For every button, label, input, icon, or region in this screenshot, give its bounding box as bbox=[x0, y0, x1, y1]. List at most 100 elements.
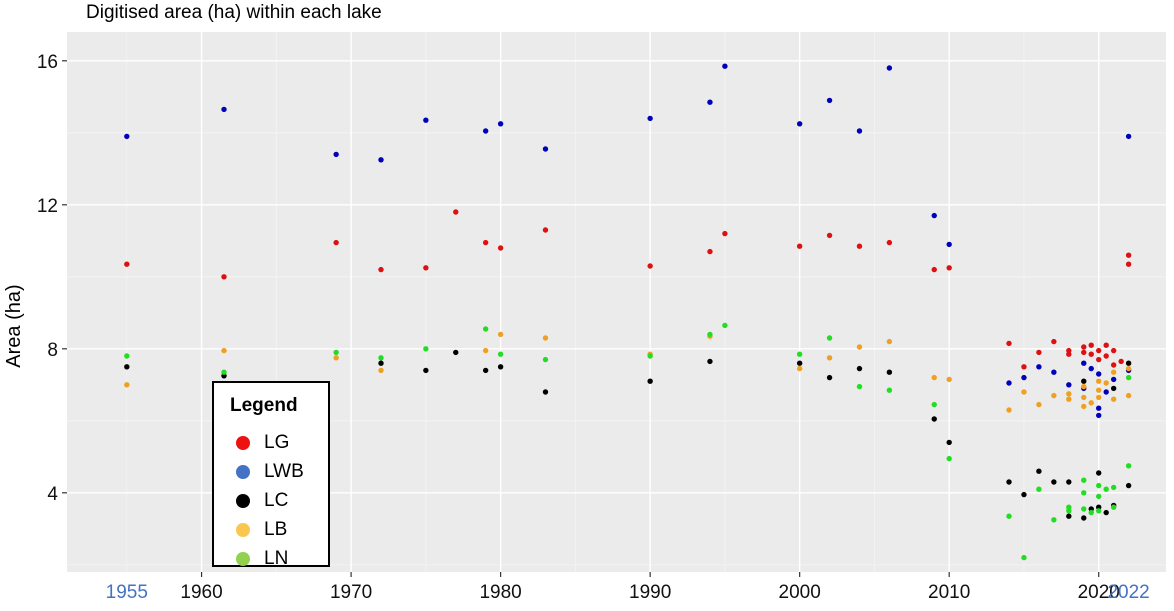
legend-label-lg: LG bbox=[264, 432, 290, 453]
legend-marker-lwb bbox=[236, 465, 250, 479]
x-highlight-tick-label: 2022 bbox=[1107, 582, 1149, 603]
data-point-ln bbox=[931, 401, 937, 408]
y-tick-label: 12 bbox=[37, 196, 58, 217]
data-point-lg bbox=[1081, 344, 1087, 350]
data-point-ln bbox=[1125, 374, 1132, 381]
data-point-lwb bbox=[647, 115, 653, 122]
data-point-lb bbox=[482, 347, 489, 354]
data-point-ln bbox=[1006, 513, 1012, 519]
legend-marker-ln bbox=[236, 552, 250, 566]
data-point-lc bbox=[1081, 515, 1087, 521]
data-point-lb bbox=[497, 331, 504, 338]
data-point-lc bbox=[826, 374, 833, 381]
data-point-lg bbox=[1110, 347, 1117, 354]
data-point-ln bbox=[1088, 509, 1094, 516]
data-point-lwb bbox=[497, 121, 504, 127]
data-point-lwb bbox=[1066, 382, 1072, 388]
data-point-ln bbox=[333, 349, 339, 356]
series-lg bbox=[124, 209, 1132, 370]
data-point-ln bbox=[856, 383, 863, 390]
x-tick-label: 2000 bbox=[779, 582, 821, 603]
data-point-lwb bbox=[1088, 365, 1094, 372]
axis-ticks: 1960 1970 1980 1990 2000 2010 2020 1955 2022 4 8 12… bbox=[37, 52, 1150, 603]
legend-item-ln: LN bbox=[236, 545, 288, 573]
legend-label-lc: LC bbox=[264, 490, 289, 511]
legend-item-lwb: LWB bbox=[236, 458, 304, 486]
data-point-ln bbox=[946, 455, 952, 462]
data-point-lwb bbox=[124, 133, 130, 140]
data-point-lc bbox=[482, 367, 489, 374]
data-point-lg bbox=[826, 232, 833, 239]
data-point-lc bbox=[856, 365, 863, 372]
data-point-lg bbox=[1125, 261, 1132, 267]
data-point-lb bbox=[1021, 389, 1027, 395]
data-point-lb bbox=[1125, 392, 1132, 399]
data-point-lc bbox=[378, 360, 384, 366]
data-point-lg bbox=[1051, 338, 1057, 345]
data-point-lb bbox=[1125, 365, 1132, 372]
data-points bbox=[124, 63, 1132, 561]
data-point-lwb bbox=[1051, 369, 1057, 375]
data-point-lg bbox=[423, 265, 429, 271]
series-lc bbox=[124, 349, 1132, 521]
data-point-ln bbox=[542, 356, 549, 363]
data-point-ln bbox=[1125, 463, 1132, 469]
data-point-lg bbox=[542, 227, 549, 233]
legend-item-lc: LC bbox=[236, 487, 288, 515]
data-point-ln bbox=[1096, 493, 1102, 500]
data-point-ln bbox=[647, 353, 653, 359]
data-point-lc bbox=[886, 369, 893, 375]
data-point-lwb bbox=[886, 65, 893, 71]
data-point-lc bbox=[1036, 468, 1042, 474]
data-point-ln bbox=[1096, 508, 1102, 514]
legend-item-lg: LG bbox=[236, 429, 289, 457]
data-point-lb bbox=[1066, 396, 1072, 402]
x-tick-label: 2010 bbox=[928, 582, 970, 603]
data-point-lg bbox=[1096, 347, 1102, 354]
data-point-lg bbox=[1088, 351, 1094, 357]
data-point-lwb bbox=[796, 121, 803, 127]
data-point-lb bbox=[1051, 392, 1057, 399]
data-point-lg bbox=[886, 239, 893, 246]
data-point-lc bbox=[1051, 479, 1057, 485]
x-tick-label: 1980 bbox=[479, 582, 521, 603]
data-point-lg bbox=[1103, 353, 1109, 359]
data-point-lc bbox=[423, 367, 429, 374]
data-point-lg bbox=[647, 263, 653, 269]
data-point-lwb bbox=[722, 63, 728, 69]
data-point-lb bbox=[124, 382, 130, 388]
data-point-lc bbox=[707, 358, 713, 365]
data-point-ln bbox=[796, 351, 803, 357]
data-point-ln bbox=[497, 351, 504, 357]
x-highlight-tick-label: 1955 bbox=[106, 582, 148, 603]
data-point-lg bbox=[1110, 362, 1117, 368]
data-point-lg bbox=[1103, 342, 1109, 348]
legend-marker-lg bbox=[236, 436, 250, 450]
data-point-lc bbox=[1125, 482, 1132, 489]
data-point-lc bbox=[796, 360, 803, 366]
legend-title: Legend bbox=[230, 395, 298, 416]
data-point-lc bbox=[542, 389, 549, 395]
data-point-lg bbox=[1088, 342, 1094, 348]
x-tick-label: 2020 bbox=[1078, 582, 1120, 603]
data-point-lb bbox=[1096, 387, 1102, 393]
data-point-ln bbox=[1081, 490, 1087, 496]
data-point-lg bbox=[1125, 252, 1132, 258]
data-point-ln bbox=[221, 369, 227, 375]
data-point-lb bbox=[1110, 396, 1117, 402]
data-point-lb bbox=[1081, 383, 1087, 390]
data-point-lwb bbox=[1036, 364, 1042, 370]
data-point-lwb bbox=[707, 99, 713, 105]
data-point-ln bbox=[482, 326, 489, 332]
data-point-lb bbox=[221, 347, 227, 354]
data-point-lg bbox=[378, 266, 384, 273]
data-point-lg bbox=[1118, 358, 1124, 365]
data-point-lc bbox=[946, 439, 952, 446]
data-point-lwb bbox=[1006, 380, 1012, 386]
data-point-lwb bbox=[946, 241, 952, 248]
data-point-ln bbox=[1103, 486, 1109, 492]
data-point-lwb bbox=[1125, 133, 1132, 140]
data-point-lg bbox=[221, 274, 227, 280]
data-point-lg bbox=[722, 230, 728, 237]
